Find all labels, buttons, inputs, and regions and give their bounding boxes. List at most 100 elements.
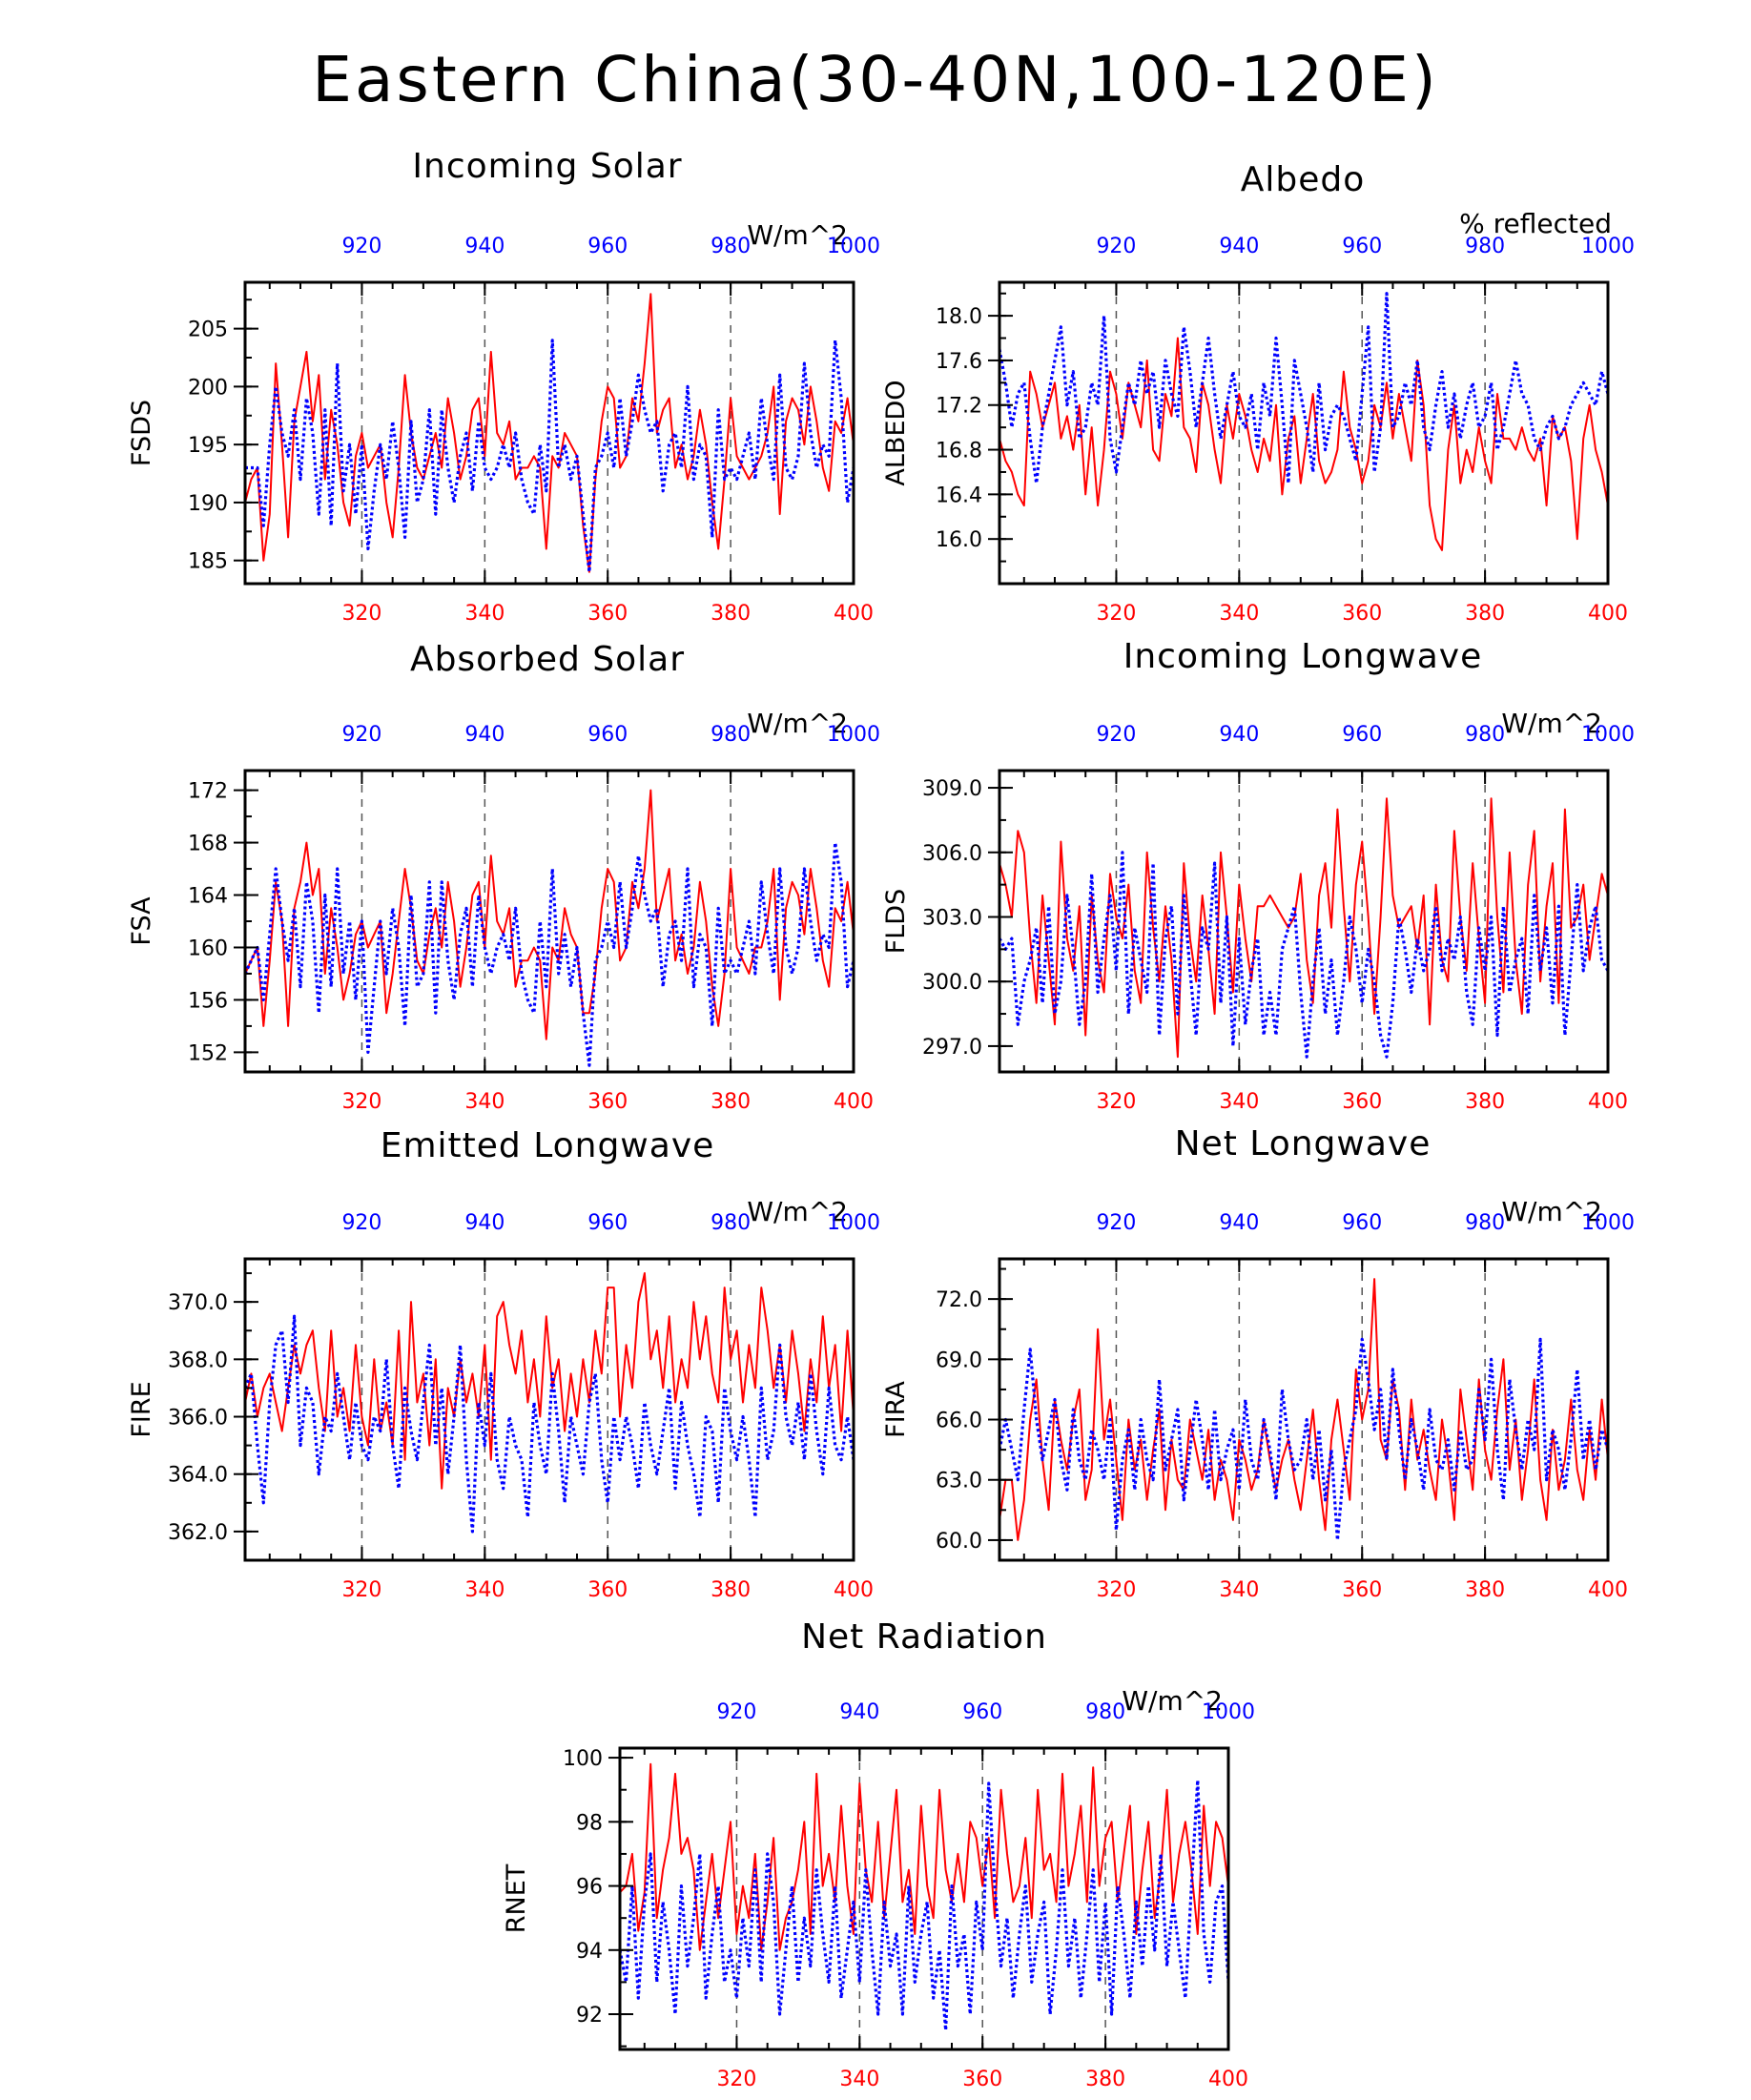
x-tick-label-bottom: 380 — [711, 1578, 751, 1602]
y-tick-label: 195 — [188, 434, 228, 458]
y-tick-label: 16.0 — [936, 528, 982, 552]
series-line-red — [245, 789, 854, 1040]
y-tick-label: 94 — [576, 1940, 603, 1964]
x-tick-label-bottom: 400 — [1208, 2068, 1248, 2091]
x-tick-label-bottom: 320 — [716, 2068, 756, 2091]
x-tick-label-top: 940 — [464, 723, 505, 747]
plot-frame — [243, 280, 855, 586]
x-tick-label-top: 920 — [341, 235, 381, 258]
y-tick-label: 362.0 — [168, 1521, 228, 1545]
plot-frame — [618, 1746, 1230, 2051]
x-tick-label-bottom: 400 — [1588, 1578, 1628, 1602]
x-tick-label-bottom: 360 — [1342, 1090, 1382, 1114]
x-tick-label-top: 1000 — [1581, 235, 1635, 258]
x-tick-label-bottom: 340 — [464, 1578, 505, 1602]
x-tick-label-top: 920 — [1096, 723, 1136, 747]
panel-fsa: Absorbed Solar W/m^2 FSA 320 340 360 380 400 920… — [127, 640, 880, 1114]
x-tick-label-bottom: 320 — [341, 602, 381, 626]
y-tick-label: 63.0 — [936, 1470, 982, 1493]
x-tick-label-top: 980 — [1465, 1211, 1505, 1235]
y-axis-label: FSDS — [127, 400, 156, 466]
y-tick-label: 92 — [576, 2004, 603, 2028]
x-tick-label-bottom: 380 — [711, 1090, 751, 1114]
x-tick-label-top: 1000 — [827, 1211, 880, 1235]
y-tick-label: 368.0 — [168, 1349, 228, 1372]
x-tick-label-top: 940 — [464, 1211, 505, 1235]
y-tick-label: 69.0 — [936, 1349, 982, 1372]
y-tick-label: 200 — [188, 376, 228, 400]
x-tick-label-top: 980 — [711, 235, 751, 258]
panel-albedo: Albedo % reflected ALBEDO 320 340 360 380 400 92… — [881, 160, 1635, 626]
panel-title: Net Radiation — [801, 1617, 1047, 1657]
plot-frame — [998, 1257, 1610, 1562]
y-axis-label: FLDS — [881, 889, 911, 955]
series-line-blue — [620, 1778, 1228, 2032]
panel-fire: Emitted Longwave W/m^2 FIRE 320 340 360 380 400… — [127, 1126, 880, 1602]
panel-fira: Net Longwave W/m^2 FIRA 320 340 360 380 400 920 9… — [881, 1124, 1635, 1602]
y-tick-label: 366.0 — [168, 1407, 228, 1431]
series-line-red — [245, 1272, 854, 1490]
series-line-red — [620, 1762, 1228, 1951]
y-tick-label: 364.0 — [168, 1464, 228, 1488]
x-tick-label-top: 1000 — [1202, 1700, 1255, 1724]
y-tick-label: 60.0 — [936, 1530, 982, 1554]
y-axis-label: RNET — [502, 1863, 531, 1933]
plot-frame — [243, 769, 855, 1074]
figure-title: Eastern China(30-40N,100-120E) — [312, 43, 1438, 116]
x-tick-label-bottom: 380 — [1465, 1090, 1505, 1114]
y-tick-label: 190 — [188, 492, 228, 516]
y-tick-label: 17.6 — [936, 350, 982, 374]
x-tick-label-bottom: 320 — [1096, 1090, 1136, 1114]
x-tick-label-bottom: 400 — [834, 1090, 874, 1114]
series-line-red — [999, 337, 1608, 551]
y-tick-label: 16.4 — [936, 484, 982, 507]
x-tick-label-top: 920 — [716, 1700, 756, 1724]
unit-label: W/m^2 — [1501, 708, 1602, 739]
x-tick-label-top: 920 — [341, 1211, 381, 1235]
x-tick-label-top: 980 — [711, 723, 751, 747]
y-tick-label: 16.8 — [936, 440, 982, 463]
plot-frame — [998, 769, 1610, 1074]
x-tick-label-top: 1000 — [1581, 1211, 1635, 1235]
x-tick-label-top: 940 — [464, 235, 505, 258]
unit-label: W/m^2 — [1501, 1196, 1602, 1227]
x-tick-label-bottom: 360 — [1342, 1578, 1382, 1602]
panels: Incoming Solar W/m^2 FSDS 320 340 360 380 400 92… — [127, 147, 1635, 2091]
x-tick-label-bottom: 380 — [1465, 602, 1505, 626]
series-line-blue — [999, 1337, 1608, 1542]
x-tick-label-top: 920 — [1096, 1211, 1136, 1235]
x-tick-label-top: 1000 — [827, 723, 880, 747]
x-tick-label-bottom: 340 — [1219, 1090, 1259, 1114]
x-tick-label-bottom: 380 — [1465, 1578, 1505, 1602]
x-tick-label-bottom: 400 — [1588, 602, 1628, 626]
x-tick-label-top: 960 — [1342, 723, 1382, 747]
x-tick-label-top: 960 — [1342, 1211, 1382, 1235]
x-tick-label-bottom: 360 — [587, 602, 628, 626]
x-tick-label-top: 920 — [341, 723, 381, 747]
panel-title: Net Longwave — [1175, 1124, 1432, 1163]
x-tick-label-bottom: 400 — [834, 1578, 874, 1602]
x-tick-label-top: 980 — [1465, 723, 1505, 747]
x-tick-label-bottom: 380 — [711, 602, 751, 626]
x-tick-label-bottom: 340 — [1219, 1578, 1259, 1602]
unit-label: W/m^2 — [747, 708, 848, 739]
x-tick-label-bottom: 340 — [464, 602, 505, 626]
x-tick-label-top: 1000 — [1581, 723, 1635, 747]
x-tick-label-bottom: 360 — [1342, 602, 1382, 626]
series-line-blue — [245, 1314, 854, 1534]
series-line-blue — [999, 851, 1608, 1059]
x-tick-label-bottom: 360 — [587, 1090, 628, 1114]
y-tick-label: 370.0 — [168, 1291, 228, 1315]
x-tick-label-top: 940 — [839, 1700, 879, 1724]
panel-title: Emitted Longwave — [381, 1126, 715, 1165]
x-tick-label-bottom: 320 — [1096, 1578, 1136, 1602]
y-tick-label: 156 — [188, 989, 228, 1013]
y-tick-label: 18.0 — [936, 305, 982, 329]
plot-frame — [998, 280, 1610, 586]
x-tick-label-top: 960 — [587, 723, 628, 747]
panel-title: Incoming Longwave — [1123, 637, 1483, 676]
x-tick-label-top: 960 — [962, 1700, 1002, 1724]
unit-label: % reflected — [1459, 208, 1612, 239]
unit-label: W/m^2 — [1122, 1685, 1223, 1717]
